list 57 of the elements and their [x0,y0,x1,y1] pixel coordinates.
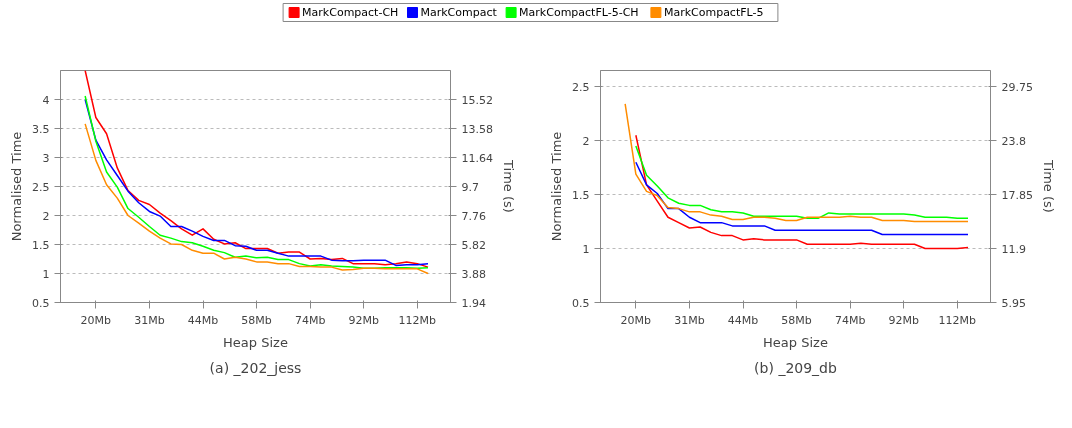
y2-tick-label: 17.85 [1001,188,1033,202]
y-tick-label: 3 [42,151,50,165]
y-tick-label: 3.5 [32,122,50,136]
y2-tick-label: 3.88 [461,267,486,281]
y-axis-title: Normalised Time [549,131,565,242]
y2-tick-label: 5.95 [1001,296,1026,310]
y2-tick-label: 11.64 [461,151,493,165]
y2-tick-label: 15.52 [461,93,493,107]
y-tick-label: 2.5 [32,180,50,194]
y-tick-label: 1.5 [572,188,590,202]
y2-tick-label: 13.58 [461,122,493,136]
y2-tick-label: 23.8 [1001,134,1026,148]
legend-label: MarkCompact [420,6,498,19]
x-axis-title: Heap Size [763,334,828,350]
y2-axis-title: Time (s) [500,159,516,213]
x-tick-label: 44Mb [187,313,219,327]
legend-label: MarkCompactFL-5-CH [519,6,639,19]
y2-tick-label: 11.9 [1001,242,1026,256]
y2-tick-label: 5.82 [461,238,486,252]
y-tick-label: 1 [582,242,590,256]
y-tick-label: 0.5 [32,296,50,310]
x-tick-label: 58Mb [781,313,812,327]
line-series [635,145,969,220]
x-tick-label: 20Mb [80,313,112,327]
x-tick-label: 20Mb [620,313,652,327]
line-series [635,161,969,236]
x-axis-title: Heap Size [223,334,288,350]
text: (b) _209_db [754,359,837,376]
y-tick-label: 1.5 [32,238,50,252]
x-tick-label: 31Mb [134,313,165,327]
x-tick-label: 44Mb [727,313,759,327]
x-tick-label: 58Mb [241,313,272,327]
y-tick-label: 2.5 [572,80,590,94]
y-tick-label: 0.5 [572,296,590,310]
line-series [624,103,969,223]
y-tick-label: 1 [42,267,50,281]
legend-label: MarkCompactFL-5 [663,6,764,19]
y2-tick-label: 7.76 [461,209,486,223]
x-tick-label: 92Mb [888,313,919,327]
y-axis-title: Normalised Time [9,131,25,242]
x-tick-label: 112Mb [398,313,437,327]
text: (a) _202_jess [209,359,302,376]
line-series [635,134,969,250]
y-tick-label: 4 [42,93,50,107]
y2-tick-label: 1.94 [461,296,486,310]
x-tick-label: 74Mb [834,313,866,327]
x-tick-label: 92Mb [348,313,379,327]
x-tick-label: 31Mb [674,313,705,327]
y-tick-label: 2 [42,209,50,223]
y2-tick-label: 9.7 [461,180,479,194]
x-tick-label: 74Mb [294,313,326,327]
x-tick-label: 112Mb [938,313,977,327]
y-tick-label: 2 [582,134,590,148]
legend-label: MarkCompact-CH [302,6,399,19]
line-series [84,123,429,275]
y2-tick-label: 29.75 [1001,80,1033,94]
y2-axis-title: Time (s) [1040,159,1056,213]
